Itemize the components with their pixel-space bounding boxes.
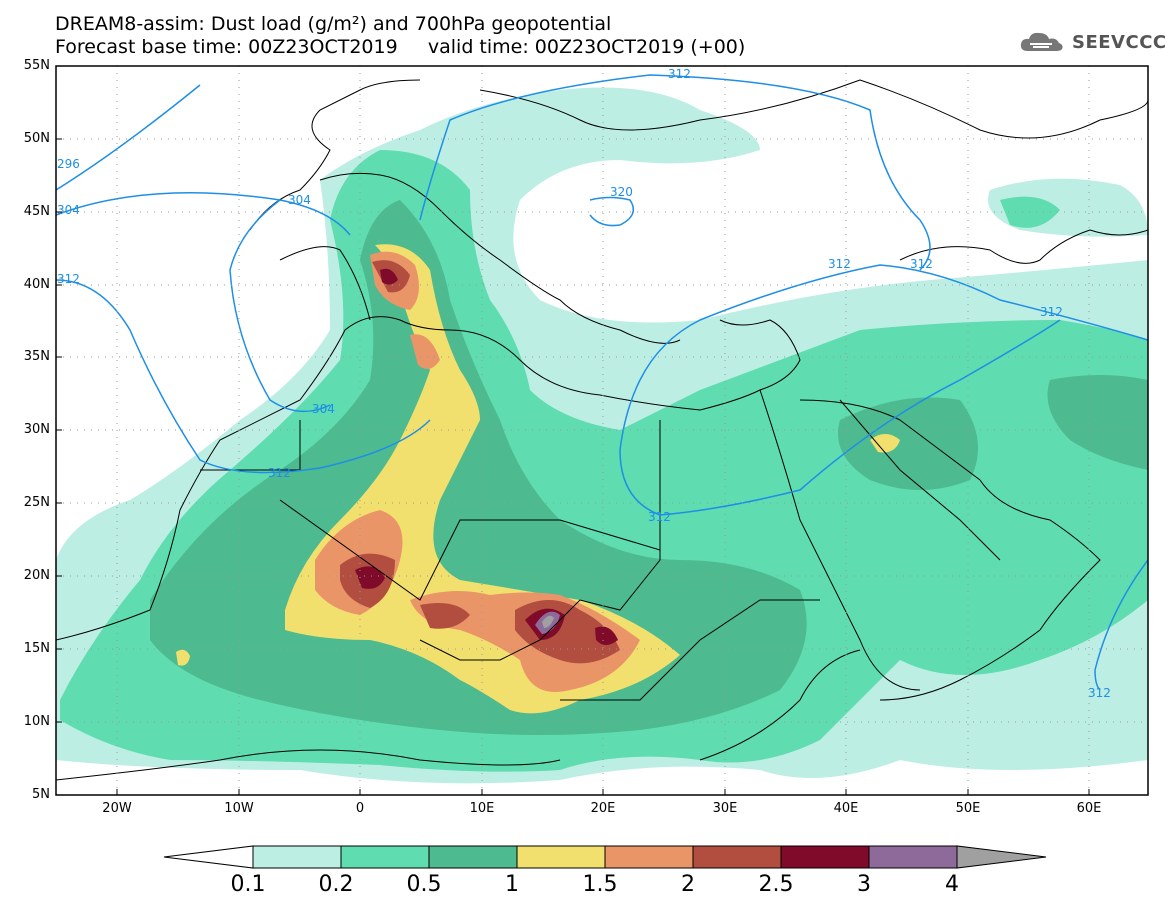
map-title: DREAM8-assim: Dust load (g/m²) and 700hP… bbox=[55, 13, 612, 35]
colorbar-label: 4 bbox=[945, 872, 959, 897]
colorbar-label: 1.5 bbox=[582, 872, 618, 897]
graticule bbox=[56, 66, 1148, 795]
colorbar-label: 0.1 bbox=[230, 872, 266, 897]
contour-label: 312 bbox=[828, 257, 851, 271]
lat-label: 30N bbox=[23, 422, 50, 437]
lat-label: 35N bbox=[23, 349, 50, 364]
colorbar-label: 0.5 bbox=[406, 872, 442, 897]
colorbar-label: 1 bbox=[505, 872, 519, 897]
lon-label: 50E bbox=[955, 801, 981, 816]
colorbar-label: 3 bbox=[857, 872, 871, 897]
contour-label: 312 bbox=[1040, 305, 1063, 319]
lon-label: 20W bbox=[102, 801, 132, 816]
colorbar-label: 0.2 bbox=[318, 872, 354, 897]
seevccc-logo: SEEVCCC bbox=[1018, 28, 1165, 56]
geopotential-contours bbox=[56, 74, 1148, 691]
contour-label: 312 bbox=[268, 466, 291, 480]
map-subtitle: Forecast base time: 00Z23OCT2019 valid t… bbox=[55, 36, 746, 58]
logo-text: SEEVCCC bbox=[1072, 31, 1165, 53]
lat-label: 15N bbox=[23, 641, 50, 656]
lon-label: 30E bbox=[712, 801, 738, 816]
contour-label: 312 bbox=[57, 272, 80, 286]
contour-label: 304 bbox=[312, 402, 335, 416]
contour-labels: 312 296 304 312 304 312 304 312 320 312 … bbox=[57, 67, 1111, 700]
lon-label: 60E bbox=[1076, 801, 1102, 816]
contour-label: 304 bbox=[57, 203, 80, 217]
lat-label: 10N bbox=[23, 714, 50, 729]
lon-label: 20E bbox=[590, 801, 616, 816]
lon-label: 0 bbox=[355, 801, 365, 816]
axis-ticks bbox=[56, 65, 1090, 795]
contour-label: 312 bbox=[910, 257, 933, 271]
lat-label: 50N bbox=[23, 131, 50, 146]
cloud-icon bbox=[1020, 32, 1063, 51]
contour-label: 312 bbox=[668, 67, 691, 81]
lat-label: 20N bbox=[23, 568, 50, 583]
lat-label: 40N bbox=[23, 277, 50, 292]
contour-label: 312 bbox=[1088, 686, 1111, 700]
contour-label: 320 bbox=[610, 185, 633, 199]
lat-label: 55N bbox=[23, 58, 50, 73]
contour-label: 312 bbox=[648, 510, 671, 524]
lat-label: 5N bbox=[32, 787, 50, 802]
coastlines bbox=[56, 79, 1148, 781]
colorbar-label: 2.5 bbox=[758, 872, 794, 897]
colorbar-label: 2 bbox=[681, 872, 695, 897]
lon-label: 10E bbox=[469, 801, 495, 816]
contour-label: 304 bbox=[288, 193, 311, 207]
lat-label: 25N bbox=[23, 495, 50, 510]
dust-layer-2-5 bbox=[355, 566, 385, 589]
lat-label: 45N bbox=[23, 204, 50, 219]
lon-label: 40E bbox=[833, 801, 859, 816]
lon-label: 10W bbox=[224, 801, 254, 816]
contour-label: 296 bbox=[57, 157, 80, 171]
